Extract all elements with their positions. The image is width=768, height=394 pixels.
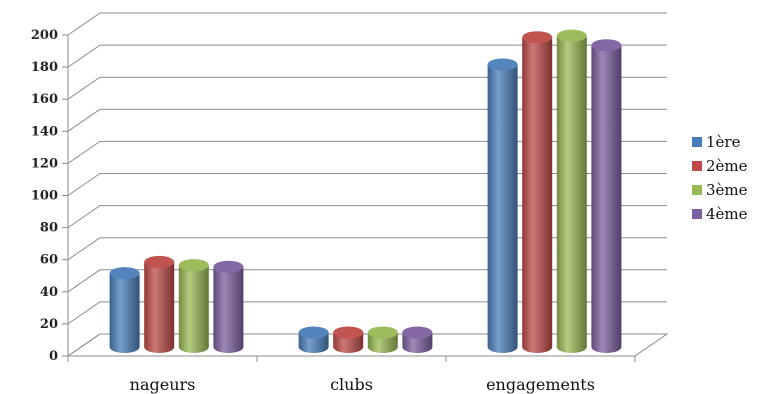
bar-top — [367, 326, 398, 339]
gridline — [67, 269, 667, 293]
bar-top — [333, 326, 364, 339]
bar-top — [556, 29, 587, 42]
y-tick-label: 0 — [49, 349, 58, 364]
bars — [109, 29, 622, 354]
bar-top — [591, 39, 622, 52]
legend: 1ère 2ème 3ème 4ème — [692, 133, 748, 223]
bar-top — [402, 326, 433, 339]
axes — [62, 34, 636, 362]
bar-top — [298, 326, 329, 339]
bar — [487, 64, 518, 354]
bar — [213, 266, 244, 353]
bar-top — [109, 267, 140, 280]
legend-swatch — [692, 209, 702, 219]
bar — [556, 35, 587, 353]
y-tick-label: 40 — [40, 285, 58, 300]
gridline — [67, 76, 667, 100]
y-tick-labels: 0 20 40 60 80 100 120 140 160 180 200 — [31, 28, 58, 364]
gridline — [67, 108, 667, 132]
legend-swatch — [692, 185, 702, 195]
gridline — [67, 205, 667, 229]
legend-label: 2ème — [706, 157, 748, 175]
bar — [522, 37, 553, 354]
legend-swatch — [692, 161, 702, 171]
x-category-label: clubs — [330, 375, 373, 394]
gridline — [67, 237, 667, 261]
gridline — [67, 12, 667, 36]
y-tick-label: 20 — [40, 317, 58, 332]
gridline — [67, 44, 667, 68]
legend-swatch — [692, 137, 702, 147]
y-tick-label: 180 — [31, 60, 58, 75]
y-tick-label: 200 — [31, 28, 58, 43]
bar — [109, 273, 140, 353]
legend-label: 4ème — [706, 205, 748, 223]
bar-top — [487, 58, 518, 71]
bar-top — [522, 31, 553, 44]
bar-top — [213, 260, 244, 273]
y-tick-label: 120 — [31, 156, 58, 171]
gridlines — [67, 12, 667, 357]
gridline — [67, 173, 667, 196]
x-category-label: engagements — [486, 375, 595, 394]
y-tick-label: 140 — [31, 124, 58, 139]
legend-label: 1ère — [706, 133, 741, 151]
legend-label: 3ème — [706, 181, 748, 199]
bar-top — [178, 259, 209, 272]
y-tick-label: 160 — [31, 92, 58, 107]
x-category-labels: nageurs clubs engagements — [130, 375, 595, 394]
x-category-label: nageurs — [130, 375, 196, 394]
gridline — [67, 140, 667, 164]
bar — [591, 45, 622, 353]
gridline — [67, 301, 667, 325]
y-tick-label: 80 — [40, 221, 58, 236]
bar-top — [144, 255, 175, 268]
gridline — [67, 333, 667, 357]
y-tick-label: 100 — [31, 189, 58, 204]
bar — [178, 265, 209, 353]
bar — [144, 261, 175, 353]
y-tick-label: 60 — [40, 253, 58, 268]
